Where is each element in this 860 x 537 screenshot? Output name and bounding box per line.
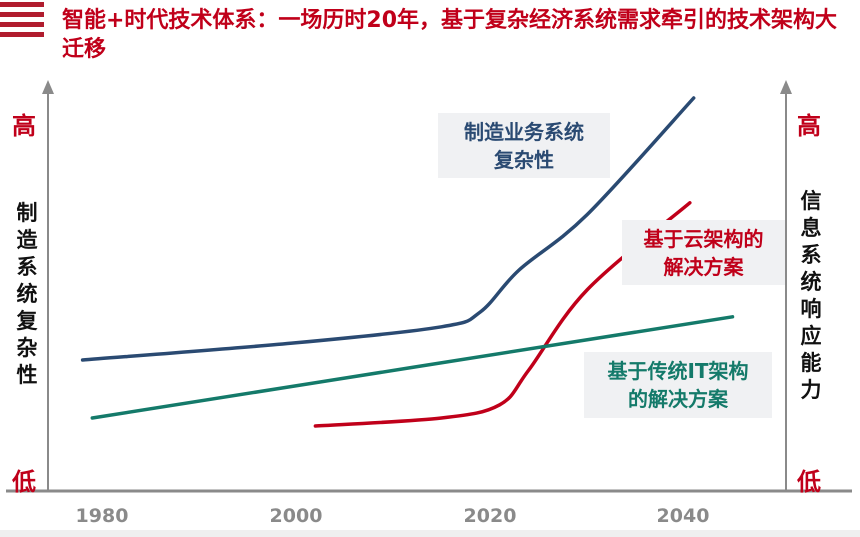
series-label-traditional-it-solution: 基于传统IT架构 的解决方案 bbox=[584, 352, 772, 418]
right-axis-arrow-icon bbox=[780, 80, 792, 94]
left-axis-high: 高 bbox=[12, 112, 36, 140]
x-tick-label: 2000 bbox=[269, 505, 323, 527]
x-tick-label: 2040 bbox=[656, 505, 710, 527]
x-tick-label: 2020 bbox=[463, 505, 517, 527]
page-title: 智能+时代技术体系：一场历时20年，基于复杂经济系统需求牵引的技术架构大迁移 bbox=[62, 8, 838, 62]
series-label-line: 基于传统IT架构 bbox=[607, 359, 749, 383]
series-label-line: 解决方案 bbox=[663, 254, 744, 279]
right-axis-label: 信息系统响应能力 bbox=[800, 189, 822, 402]
series-label-line: 复杂性 bbox=[494, 147, 554, 172]
x-tick-label: 1980 bbox=[75, 505, 129, 527]
series-label-line: 制造业务系统 bbox=[464, 119, 584, 144]
right-axis-high: 高 bbox=[797, 112, 821, 140]
series-label-cloud-solution: 基于云架构的 解决方案 bbox=[622, 220, 785, 285]
series-label-line: 基于云架构的 bbox=[643, 226, 764, 251]
series-line-1 bbox=[313, 201, 692, 428]
series-line-2 bbox=[90, 315, 735, 420]
left-axis-low: 低 bbox=[12, 468, 36, 496]
series-label-line: 的解决方案 bbox=[628, 387, 728, 411]
series-line-0 bbox=[80, 96, 696, 362]
left-axis-arrow-icon bbox=[42, 80, 54, 94]
logo bbox=[0, 2, 44, 42]
series-label-manufacturing-complexity: 制造业务系统 复杂性 bbox=[438, 113, 610, 178]
right-axis-low: 低 bbox=[797, 468, 821, 496]
footer-band bbox=[0, 530, 860, 537]
left-axis-label: 制造系统复杂性 bbox=[16, 201, 38, 387]
